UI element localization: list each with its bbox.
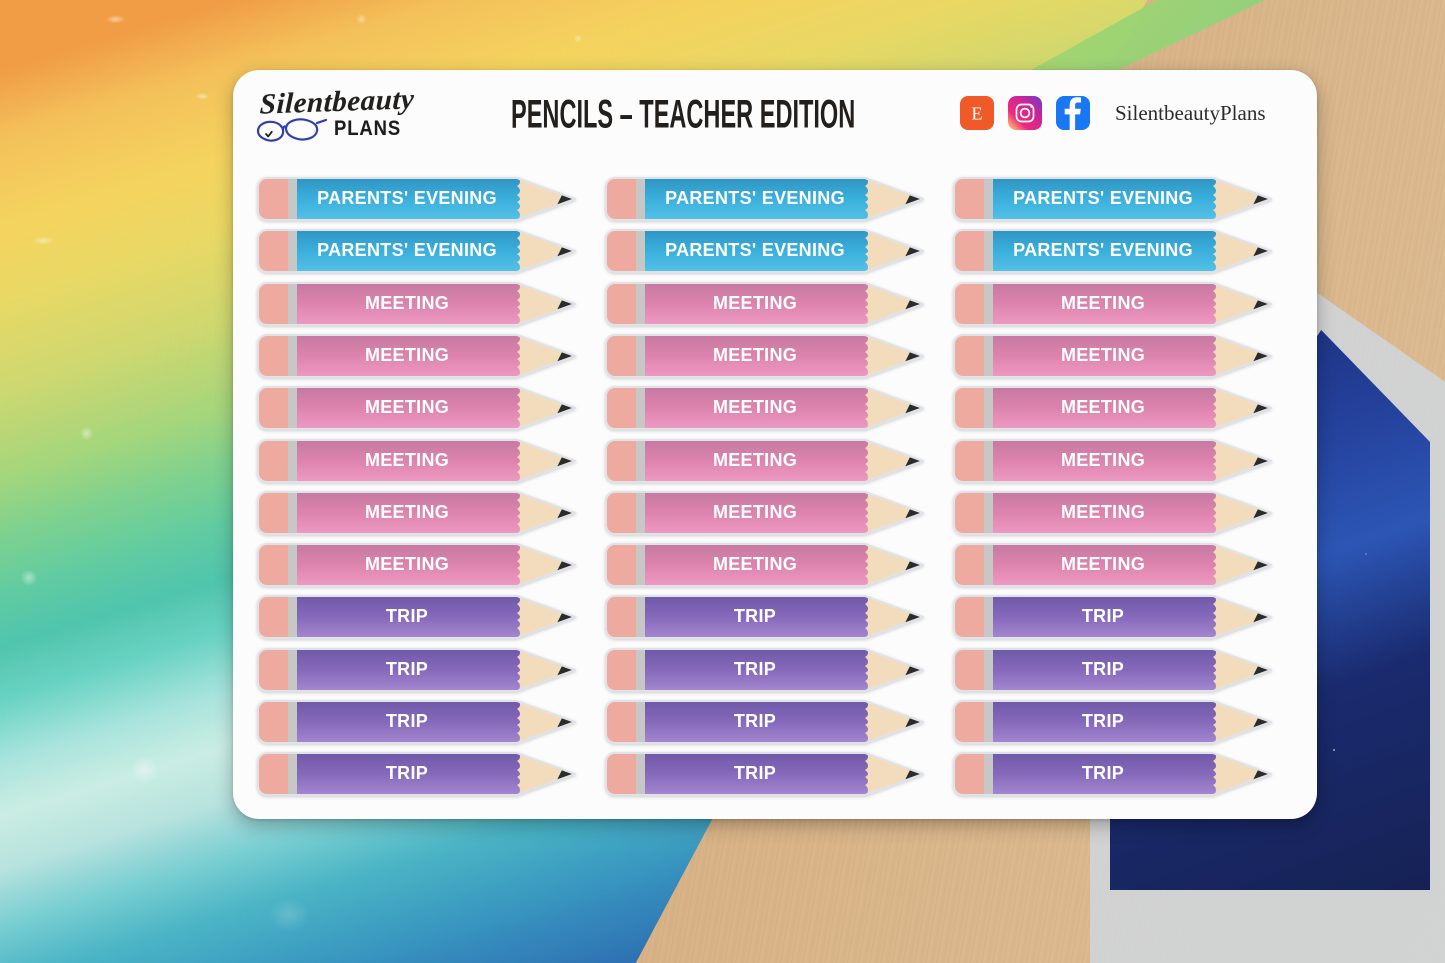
svg-text:MEETING: MEETING bbox=[713, 397, 797, 417]
svg-text:MEETING: MEETING bbox=[365, 293, 449, 313]
svg-text:MEETING: MEETING bbox=[365, 502, 449, 522]
svg-text:TRIP: TRIP bbox=[734, 606, 776, 626]
svg-text:PARENTS' EVENING: PARENTS' EVENING bbox=[1013, 240, 1193, 260]
svg-text:TRIP: TRIP bbox=[386, 711, 428, 731]
svg-text:MEETING: MEETING bbox=[365, 450, 449, 470]
svg-text:MEETING: MEETING bbox=[365, 554, 449, 574]
svg-text:TRIP: TRIP bbox=[386, 763, 428, 783]
svg-text:PARENTS' EVENING: PARENTS' EVENING bbox=[317, 188, 497, 208]
svg-text:TRIP: TRIP bbox=[1082, 763, 1124, 783]
svg-text:MEETING: MEETING bbox=[365, 345, 449, 365]
svg-text:MEETING: MEETING bbox=[1061, 345, 1145, 365]
svg-text:PARENTS' EVENING: PARENTS' EVENING bbox=[665, 188, 845, 208]
svg-text:MEETING: MEETING bbox=[1061, 397, 1145, 417]
svg-text:TRIP: TRIP bbox=[1082, 659, 1124, 679]
svg-text:MEETING: MEETING bbox=[365, 397, 449, 417]
svg-text:E: E bbox=[971, 103, 982, 123]
svg-text:TRIP: TRIP bbox=[386, 606, 428, 626]
svg-text:PARENTS' EVENING: PARENTS' EVENING bbox=[665, 240, 845, 260]
svg-text:MEETING: MEETING bbox=[713, 502, 797, 522]
svg-text:MEETING: MEETING bbox=[1061, 450, 1145, 470]
svg-text:TRIP: TRIP bbox=[1082, 711, 1124, 731]
svg-text:PARENTS' EVENING: PARENTS' EVENING bbox=[317, 240, 497, 260]
svg-text:MEETING: MEETING bbox=[713, 293, 797, 313]
svg-text:MEETING: MEETING bbox=[1061, 554, 1145, 574]
svg-text:MEETING: MEETING bbox=[713, 450, 797, 470]
svg-text:TRIP: TRIP bbox=[1082, 606, 1124, 626]
svg-text:TRIP: TRIP bbox=[734, 711, 776, 731]
svg-text:TRIP: TRIP bbox=[734, 659, 776, 679]
svg-text:TRIP: TRIP bbox=[386, 659, 428, 679]
svg-text:MEETING: MEETING bbox=[713, 345, 797, 365]
svg-text:TRIP: TRIP bbox=[734, 763, 776, 783]
svg-text:PARENTS' EVENING: PARENTS' EVENING bbox=[1013, 188, 1193, 208]
svg-text:MEETING: MEETING bbox=[713, 554, 797, 574]
svg-text:MEETING: MEETING bbox=[1061, 502, 1145, 522]
svg-text:MEETING: MEETING bbox=[1061, 293, 1145, 313]
